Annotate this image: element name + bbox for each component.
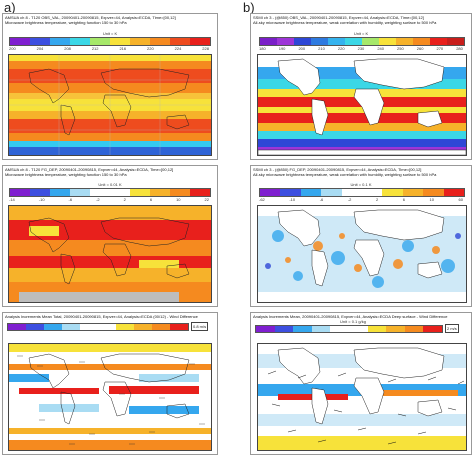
tick: 200 (298, 46, 306, 51)
tick: 220 (337, 46, 345, 51)
panel-a1-title-line2: Microwave brightness temperature, weight… (5, 20, 127, 25)
panel-a2-title-line1: AMSUA ch 8 - T120 FG_DEP, 20090401-20090… (5, 167, 174, 172)
tick: 230 (357, 46, 365, 51)
tick: 6 (149, 197, 153, 202)
tick: 210 (318, 46, 325, 51)
tick: 10 (429, 197, 434, 202)
panel-b1-map (257, 54, 467, 156)
panel-b1: SSMI ch 3 - (@850) OBS_VAL, 20090401-200… (250, 13, 472, 160)
panel-a3-title: Analysis Increments Mean Total, 20090401… (5, 314, 198, 319)
panel-a1-unit: Unit = K (102, 31, 118, 36)
tick: 180 (259, 46, 266, 51)
tick: 204 (36, 46, 44, 51)
panel-b2-title-line1: SSMI ch 3 - (@850) FG_DEP, 20090401-2009… (253, 167, 422, 172)
tick: 216 (119, 46, 127, 51)
panel-b3-title: Analysis Increments Mean, 20090401-20090… (253, 314, 448, 319)
panel-b3-reference-vector: 2 m/s (445, 324, 459, 333)
panel-a1: AMSUA ch 8 - T120 OBS_VAL, 20090401-2009… (2, 13, 218, 160)
panel-b3-colorbar (255, 325, 443, 333)
tick: -62 (259, 197, 265, 202)
panel-a3-colorbar (7, 323, 189, 331)
panel-b1-unit: Unit = K (353, 31, 369, 36)
tick: 260 (416, 46, 424, 51)
panel-a3: Analysis Increments Mean Total, 20090401… (2, 312, 218, 455)
tick: -2 (347, 197, 352, 202)
tick: -6 (68, 197, 73, 202)
tick: 200 (9, 46, 16, 51)
panel-label-b: b) (243, 0, 255, 15)
panel-a1-colorbar (9, 37, 211, 46)
panel-a1-colorbar-ticks: 200 204 208 212 216 220 224 228 (9, 46, 209, 51)
tick: 220 (147, 46, 154, 51)
tick: 250 (397, 46, 404, 51)
tick: 240 (377, 46, 384, 51)
tick: 6 (402, 197, 405, 202)
panel-b2-title: SSMI ch 3 - (@850) FG_DEP, 20090401-2009… (253, 167, 469, 177)
panel-b3-map (257, 343, 467, 451)
tick: -10 (38, 197, 45, 202)
tick: -14 (9, 197, 15, 202)
panel-b3-unit: Unit = 0.1 g/kg (340, 319, 366, 324)
panel-a2-title: AMSUA ch 8 - T120 FG_DEP, 20090401-20090… (5, 167, 215, 177)
panel-a1-map (8, 54, 212, 156)
tick: 228 (202, 46, 209, 51)
panel-b3: Analysis Increments Mean, 20090401-20090… (250, 312, 472, 455)
tick: 10 (176, 197, 181, 202)
tick: 2 (375, 197, 379, 202)
tick: 270 (436, 46, 444, 51)
tick: 280 (456, 46, 463, 51)
panel-b1-title-line2: All-sky microwave brightness temperature… (253, 20, 437, 25)
panel-a2-title-line2: Microwave brightness temperature, weight… (5, 172, 127, 177)
tick: -2 (96, 197, 100, 202)
tick: 190 (278, 46, 286, 51)
panel-b1-colorbar-ticks: 180 190 200 210 220 230 240 250 260 270 280 (259, 46, 463, 51)
panel-a2-colorbar-ticks: -14 -10 -6 -2 2 6 10 22 (9, 197, 209, 202)
panel-b1-colorbar (259, 37, 465, 46)
panel-b2-colorbar-ticks: -62 -10 -6 -2 2 6 10 60 (259, 197, 463, 202)
panel-b1-title-line1: SSMI ch 3 - (@850) OBS_VAL, 20090401-200… (253, 15, 424, 20)
tick: 60 (458, 197, 463, 202)
panel-b1-title: SSMI ch 3 - (@850) OBS_VAL, 20090401-200… (253, 15, 469, 25)
panel-b2-colorbar (259, 188, 465, 197)
tick: 208 (64, 46, 71, 51)
panel-a3-map (8, 343, 212, 451)
panel-a1-title-line1: AMSUA ch 8 - T120 OBS_VAL, 20090401-2009… (5, 15, 176, 20)
panel-b2-unit: Unit = 0.1 K (350, 182, 372, 187)
tick: 2 (123, 197, 126, 202)
tick: -10 (289, 197, 296, 202)
tick: 22 (204, 197, 209, 202)
panel-a3-reference-vector: 0.8 m/s (191, 322, 209, 331)
tick: -6 (319, 197, 324, 202)
panel-a2: AMSUA ch 8 - T120 FG_DEP, 20090401-20090… (2, 165, 218, 307)
panel-a2-map (8, 205, 212, 303)
panel-b2: SSMI ch 3 - (@850) FG_DEP, 20090401-2009… (250, 165, 472, 307)
panel-a1-title: AMSUA ch 8 - T120 OBS_VAL, 20090401-2009… (5, 15, 215, 25)
tick: 224 (174, 46, 182, 51)
panel-a2-unit: Unit = 0.01 K (98, 182, 122, 187)
panel-b2-map (257, 205, 467, 303)
tick: 212 (91, 46, 99, 51)
panel-a2-colorbar (9, 188, 211, 197)
panel-b2-title-line2: All-sky microwave brightness temperature… (253, 172, 437, 177)
panel-label-a: a) (4, 0, 16, 15)
